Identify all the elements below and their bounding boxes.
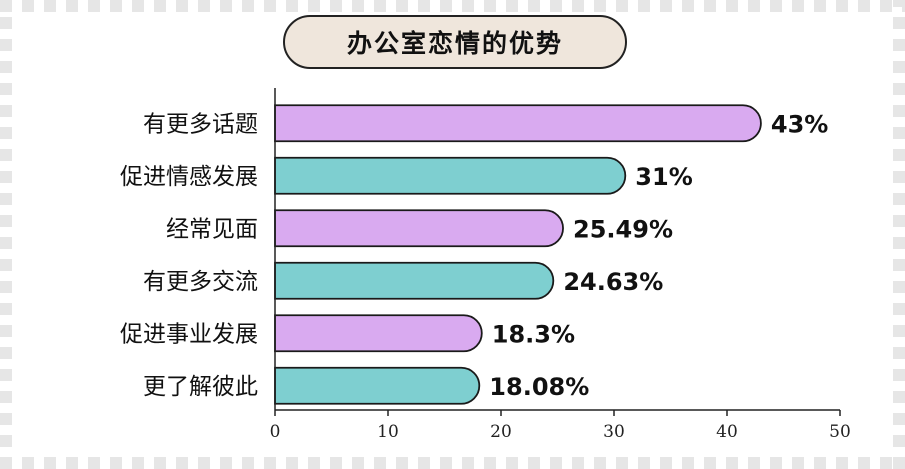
value-label: 18.3% xyxy=(492,320,575,348)
value-label: 25.49% xyxy=(573,215,673,243)
category-label: 促进事业发展 xyxy=(120,321,258,347)
value-label: 31% xyxy=(635,163,692,191)
x-tick-label: 50 xyxy=(829,422,851,442)
bar xyxy=(274,261,555,300)
bar xyxy=(274,314,483,353)
category-label: 促进情感发展 xyxy=(120,164,258,190)
x-tick-label: 10 xyxy=(377,422,399,442)
category-label: 有更多交流 xyxy=(143,269,258,295)
bar xyxy=(274,104,762,143)
category-label: 有更多话题 xyxy=(143,111,258,137)
value-label: 43% xyxy=(771,110,828,138)
bar xyxy=(274,366,481,405)
category-label: 更了解彼此 xyxy=(143,374,258,400)
value-label: 24.63% xyxy=(563,268,663,296)
chart-title: 办公室恋情的优势 xyxy=(283,15,627,69)
value-label: 18.08% xyxy=(489,373,589,401)
bar xyxy=(274,209,564,248)
x-tick-label: 30 xyxy=(603,422,625,442)
x-tick-label: 20 xyxy=(490,422,512,442)
x-tick-label: 40 xyxy=(716,422,738,442)
category-label: 经常见面 xyxy=(166,216,258,242)
x-tick-label: 0 xyxy=(270,422,281,442)
bar xyxy=(274,156,627,195)
